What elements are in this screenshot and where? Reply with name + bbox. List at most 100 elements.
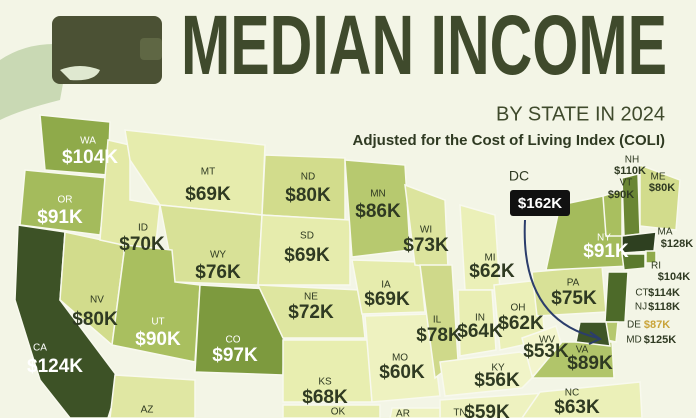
state-value: $124K [27, 356, 83, 377]
state-value: $89K [567, 353, 613, 374]
state-abbr: WV [539, 335, 555, 346]
state-abbr: NC [565, 388, 579, 399]
state-value: $118K [648, 301, 680, 313]
state-shape [621, 253, 646, 271]
state-abbr: MI [484, 253, 495, 264]
title: MEDIAN INCOME [181, 0, 667, 92]
state-abbr: WI [420, 225, 432, 236]
state-shape [256, 284, 366, 339]
state-value: $53K [523, 341, 569, 362]
state-value: $90K [608, 189, 634, 201]
state-value: $75K [551, 288, 597, 309]
state-shape [351, 259, 426, 315]
callout-arrow [523, 219, 599, 339]
state-abbr: MD [626, 335, 642, 346]
note: Adjusted for the Cost of Living Index (C… [353, 132, 666, 149]
state-value: $76K [195, 262, 241, 283]
state-abbr: MN [370, 189, 386, 200]
state-value: $128K [661, 238, 693, 250]
state-value: $69K [284, 245, 330, 266]
state-value: $68K [302, 387, 348, 408]
states [14, 114, 681, 418]
state-shape [344, 159, 411, 258]
state-value: $87K [644, 319, 670, 331]
state-value: $125K [644, 334, 676, 346]
state-value: $104K [62, 147, 118, 168]
subtitle: BY STATE IN 2024 [496, 103, 665, 125]
state-shape [457, 289, 497, 357]
state-abbr: CA [33, 343, 47, 354]
state-value: $80K [285, 185, 331, 206]
state-abbr: DE [627, 320, 641, 331]
thumb [60, 66, 100, 81]
state-shape [389, 407, 441, 418]
state-abbr: OR [58, 195, 73, 206]
callout-abbr: DC [509, 168, 529, 184]
state-abbr: OH [511, 303, 526, 314]
state-shape [530, 341, 615, 379]
state-shape [645, 250, 657, 264]
state-value: $63K [554, 397, 600, 418]
state-abbr: ND [301, 172, 315, 183]
state-abbr: WY [210, 250, 226, 261]
state-labels: WA$104KOR$91KCA$124KNV$80KID$70KMT$69KWY… [27, 136, 693, 418]
state-shape [282, 404, 381, 418]
state-value: $72K [288, 302, 334, 323]
state-value: $73K [403, 235, 449, 256]
state-abbr: ID [138, 223, 148, 234]
state-value: $97K [212, 345, 258, 366]
state-shape [109, 374, 196, 418]
state-value: $69K [364, 289, 410, 310]
state-abbr: AZ [141, 405, 154, 416]
state-value: $114K [648, 287, 680, 299]
state-shape [639, 163, 681, 231]
state-shape [604, 271, 629, 323]
state-abbr: KS [318, 377, 332, 388]
state-value: $69K [185, 184, 231, 205]
state-shape [257, 214, 351, 286]
state-abbr: OK [331, 407, 346, 418]
state-value: $91K [37, 207, 83, 228]
state-value: $90K [135, 329, 181, 350]
wallet-clasp [140, 38, 162, 60]
state-value: $110K [614, 165, 646, 177]
state-abbr: TN [453, 408, 466, 418]
state-abbr: NH [625, 155, 639, 166]
state-abbr: NV [90, 295, 104, 306]
state-abbr: WA [80, 136, 96, 147]
state-abbr: UT [151, 317, 164, 328]
state-value: $59K [464, 402, 510, 418]
state-abbr: KY [491, 363, 505, 374]
state-value: $64K [457, 321, 503, 342]
state-abbr: MO [392, 353, 408, 364]
state-abbr: CO [226, 335, 241, 346]
state-abbr: VT [620, 178, 633, 189]
state-abbr: ME [651, 172, 666, 183]
state-abbr: VA [576, 345, 589, 356]
state-abbr: NJ [635, 302, 647, 313]
state-value: $62K [498, 313, 544, 334]
state-abbr: RI [651, 261, 661, 272]
state-abbr: MA [658, 227, 673, 238]
state-abbr: NE [304, 292, 318, 303]
state-abbr: AR [396, 409, 410, 418]
state-value: $80K [72, 309, 118, 330]
state-abbr: PA [567, 278, 580, 289]
state-shape [364, 313, 441, 403]
state-value: $56K [474, 370, 520, 391]
callout-box [510, 190, 570, 216]
callout-arrowhead [588, 331, 603, 345]
state-abbr: MT [201, 167, 215, 178]
state-shape [521, 381, 643, 418]
state-value: $86K [355, 201, 401, 222]
state-value: $70K [119, 234, 165, 255]
state-abbr: IL [433, 315, 442, 326]
state-abbr: SD [300, 231, 314, 242]
state-value: $62K [469, 261, 515, 282]
state-value: $104K [658, 271, 690, 283]
state-abbr: IN [475, 313, 485, 324]
state-value: $80K [649, 182, 675, 194]
state-abbr: NY [597, 233, 611, 244]
